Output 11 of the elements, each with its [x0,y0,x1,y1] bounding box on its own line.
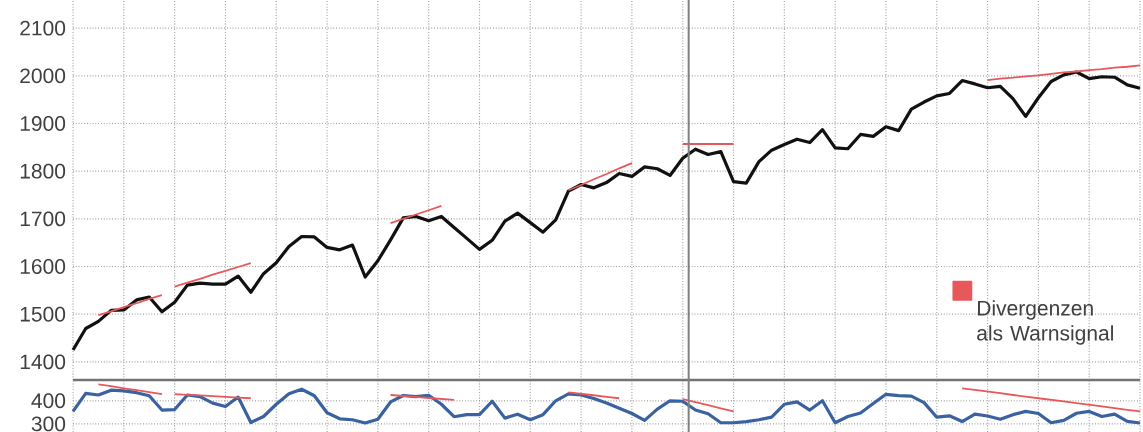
y-tick-label: 1600 [20,259,66,274]
y-tick-label: 300 [31,416,66,432]
y-tick-label: 2000 [20,68,66,84]
y-tick-label: 1800 [20,163,66,179]
y-tick-label: 400 [31,393,66,409]
y-tick-label: 2100 [20,20,66,36]
y-tick-label: 1700 [20,211,66,227]
y-tick-label: 1900 [20,116,66,131]
legend-label: Divergenzen als Warnsignal [977,300,1113,345]
y-tick-label: 1400 [20,354,66,370]
y-tick-label: 1500 [20,306,66,322]
